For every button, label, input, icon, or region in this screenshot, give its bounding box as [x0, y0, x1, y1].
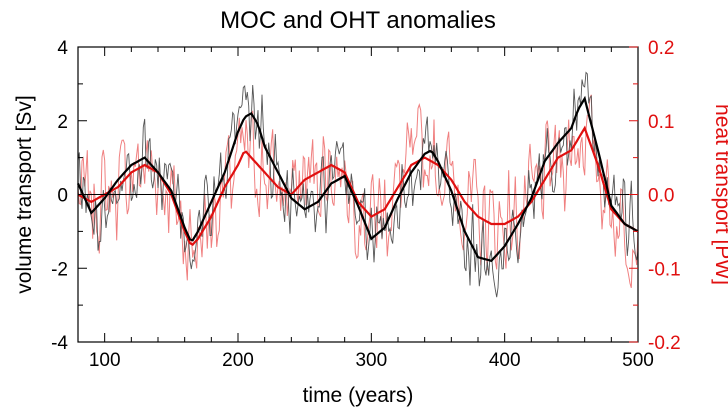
y-left-tick-label: 4	[57, 38, 68, 59]
y-left-tick-label: 2	[57, 112, 68, 133]
y-right-tick-label: 0.0	[648, 186, 674, 207]
y-left-tick-label: -2	[51, 259, 68, 280]
y-left-tick-label: -4	[51, 333, 68, 354]
y-right-tick-label: -0.1	[648, 259, 681, 280]
x-axis-title: time (years)	[303, 384, 414, 407]
series-layer	[76, 95, 639, 263]
x-tick-label: 300	[355, 350, 387, 371]
x-tick-label: 100	[89, 350, 121, 371]
x-tick-label: 500	[622, 350, 654, 371]
x-tick-label: 400	[489, 350, 521, 371]
moc-raw-line	[77, 71, 639, 298]
chart-title: MOC and OHT anomalies	[220, 7, 496, 34]
y-right-tick-label: 0.1	[648, 112, 674, 133]
y-right-tick-label: -0.2	[648, 333, 681, 354]
y-left-tick-label: 0	[57, 186, 68, 207]
axes: 100 200 300 400 500 -4 -2 0 2 4 -0.2 -0.1 0.0 0.1 0.2	[51, 38, 681, 371]
y-axis-right-title: heat transport [PW]	[711, 104, 728, 285]
y-right-tick-label: 0.2	[648, 38, 674, 59]
raw-variability-traces	[77, 71, 639, 298]
x-tick-label: 200	[222, 350, 254, 371]
y-axis-left-title: volume transport [Sv]	[13, 95, 36, 293]
moc-smooth-line	[76, 95, 639, 263]
